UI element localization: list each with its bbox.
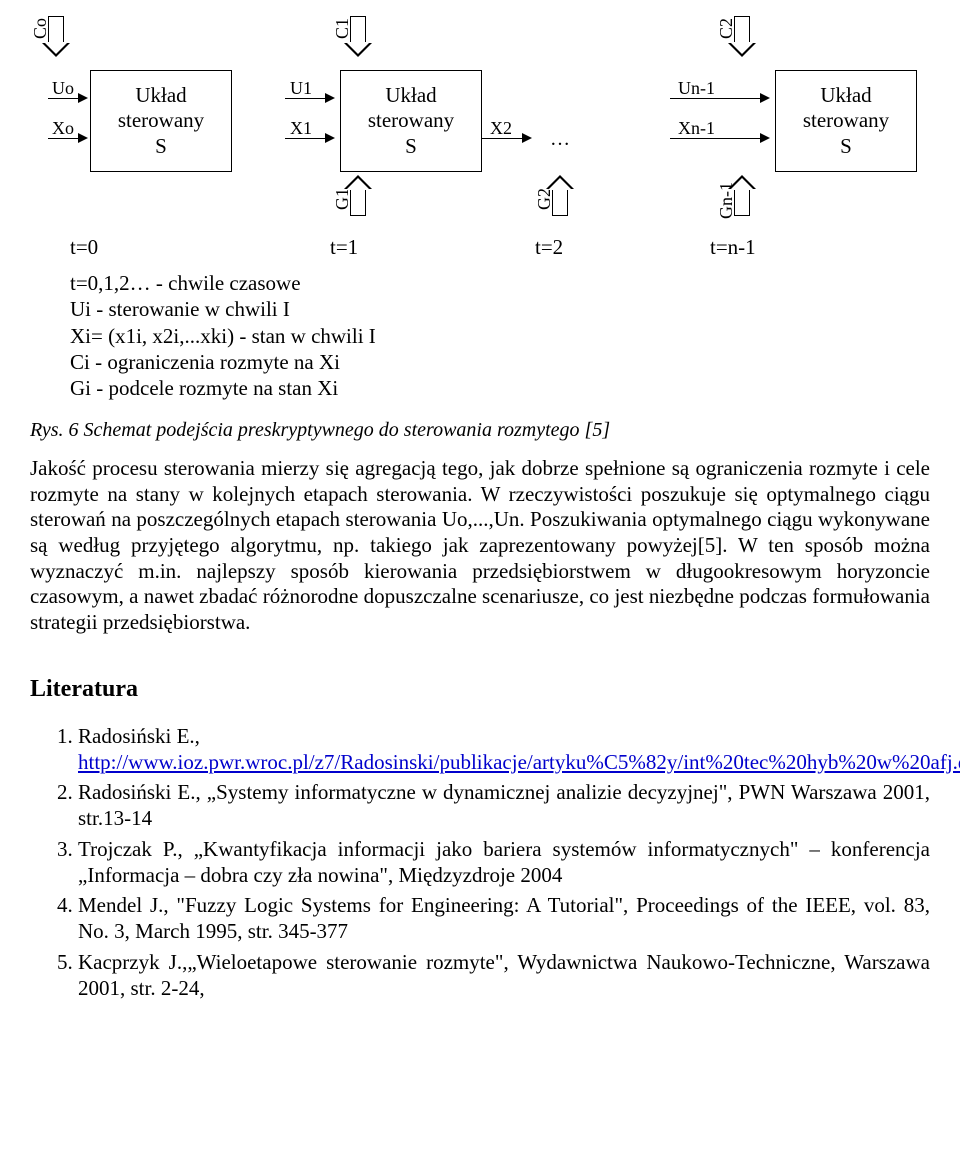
boxn-line2: sterowany — [803, 108, 889, 133]
arrow-xn1-head — [760, 133, 770, 143]
arrow-un1-head — [760, 93, 770, 103]
label-c2: C2 — [716, 18, 737, 39]
time-1: t=1 — [330, 235, 358, 260]
legend-line-3: Xi= (x1i, x2i,...xki) - stan w chwili I — [70, 323, 930, 349]
boxn-line3: S — [840, 134, 852, 159]
system-box-n: Układ sterowany S — [775, 70, 917, 172]
arrow-uo-head — [78, 93, 88, 103]
ref-4: Mendel J., "Fuzzy Logic Systems for Engi… — [78, 892, 930, 945]
time-2: t=2 — [535, 235, 563, 260]
arrow-x1-head — [325, 133, 335, 143]
label-x1: X1 — [290, 118, 312, 139]
box2-line2: sterowany — [368, 108, 454, 133]
legend-line-5: Gi - podcele rozmyte na stan Xi — [70, 375, 930, 401]
system-box-1: Układ sterowany S — [90, 70, 232, 172]
control-diagram: Co C1 C2 Układ sterowany S Uo Xo Układ s… — [30, 10, 930, 260]
label-c1: C1 — [332, 18, 353, 39]
ref-2: Radosiński E., „Systemy informatyczne w … — [78, 779, 930, 832]
legend-line-1: t=0,1,2… - chwile czasowe — [70, 270, 930, 296]
time-n1: t=n-1 — [710, 235, 756, 260]
ref-1-author: Radosiński E., — [78, 724, 200, 748]
diagram-legend: t=0,1,2… - chwile czasowe Ui - sterowani… — [70, 270, 930, 401]
box2-line1: Układ — [385, 83, 436, 108]
boxn-line1: Układ — [820, 83, 871, 108]
label-xo: Xo — [52, 118, 74, 139]
arrow-u1-head — [325, 93, 335, 103]
legend-line-4: Ci - ograniczenia rozmyte na Xi — [70, 349, 930, 375]
box1-line3: S — [155, 134, 167, 159]
ref-1: Radosiński E., http://www.ioz.pwr.wroc.p… — [78, 723, 930, 776]
label-x2: X2 — [490, 118, 512, 139]
legend-line-2: Ui - sterowanie w chwili I — [70, 296, 930, 322]
arrow-x2-head — [522, 133, 532, 143]
time-0: t=0 — [70, 235, 98, 260]
label-g2: G2 — [534, 188, 555, 210]
box1-line2: sterowany — [118, 108, 204, 133]
label-xn1: Xn-1 — [678, 118, 715, 139]
body-paragraph: Jakość procesu sterowania mierzy się agr… — [30, 456, 930, 635]
literature-heading: Literatura — [30, 676, 930, 703]
box2-line3: S — [405, 134, 417, 159]
label-u1: U1 — [290, 78, 312, 99]
ref-5: Kacprzyk J.,„Wieloetapowe sterowanie roz… — [78, 949, 930, 1002]
ellipsis: … — [550, 128, 570, 151]
box1-line1: Układ — [135, 83, 186, 108]
arrow-xo-head — [78, 133, 88, 143]
label-g1: G1 — [332, 188, 353, 210]
label-un1: Un-1 — [678, 78, 715, 99]
references-list: Radosiński E., http://www.ioz.pwr.wroc.p… — [30, 723, 930, 1002]
system-box-2: Układ sterowany S — [340, 70, 482, 172]
label-c0: Co — [30, 18, 51, 39]
ref-3: Trojczak P., „Kwantyfikacja informacji j… — [78, 836, 930, 889]
figure-caption: Rys. 6 Schemat podejścia preskryptywnego… — [30, 419, 930, 442]
label-uo: Uo — [52, 78, 74, 99]
ref-1-link[interactable]: http://www.ioz.pwr.wroc.pl/z7/Radosinski… — [78, 750, 960, 774]
